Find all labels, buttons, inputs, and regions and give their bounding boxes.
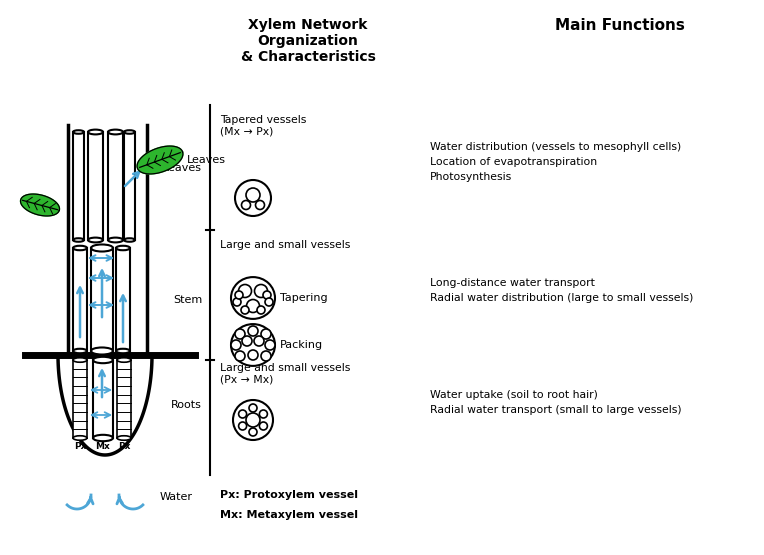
- Circle shape: [242, 336, 252, 346]
- Circle shape: [235, 329, 245, 339]
- Text: Water distribution (vessels to mesophyll cells)
Location of evapotranspiration
P: Water distribution (vessels to mesophyll…: [430, 142, 681, 181]
- Text: Leaves: Leaves: [187, 155, 226, 165]
- Ellipse shape: [73, 130, 84, 134]
- Circle shape: [238, 410, 247, 418]
- Circle shape: [246, 188, 260, 202]
- Ellipse shape: [73, 358, 87, 362]
- Bar: [108, 132, 123, 240]
- Text: Large and small vessels: Large and small vessels: [220, 240, 351, 250]
- Bar: [91, 248, 113, 351]
- Ellipse shape: [91, 347, 113, 355]
- Ellipse shape: [108, 238, 123, 243]
- Circle shape: [248, 326, 258, 336]
- Circle shape: [265, 298, 273, 306]
- Ellipse shape: [117, 436, 131, 440]
- Polygon shape: [21, 194, 60, 216]
- Text: Stem: Stem: [173, 295, 202, 305]
- Ellipse shape: [73, 436, 87, 440]
- Text: Packing: Packing: [280, 340, 323, 350]
- Bar: [116, 248, 130, 351]
- Text: Long-distance water transport
Radial water distribution (large to small vessels): Long-distance water transport Radial wat…: [430, 278, 694, 303]
- Text: Px: Px: [118, 442, 130, 451]
- Circle shape: [233, 400, 273, 440]
- Text: Px: Protoxylem vessel: Px: Protoxylem vessel: [220, 490, 358, 500]
- Text: Tapered vessels
(Mx → Px): Tapered vessels (Mx → Px): [220, 115, 306, 137]
- Circle shape: [254, 285, 267, 297]
- Circle shape: [254, 336, 264, 346]
- Ellipse shape: [73, 246, 87, 250]
- Bar: [88, 132, 103, 240]
- Ellipse shape: [116, 349, 130, 353]
- Ellipse shape: [124, 238, 135, 242]
- Text: Mx: Metaxylem vessel: Mx: Metaxylem vessel: [220, 510, 358, 520]
- Text: Water: Water: [160, 492, 193, 502]
- Polygon shape: [137, 146, 183, 174]
- Ellipse shape: [73, 349, 87, 353]
- Circle shape: [261, 351, 271, 361]
- Circle shape: [241, 200, 251, 209]
- Circle shape: [235, 180, 271, 216]
- Ellipse shape: [231, 324, 275, 366]
- Circle shape: [247, 300, 260, 312]
- Bar: [73, 132, 84, 240]
- Circle shape: [257, 306, 265, 314]
- Ellipse shape: [73, 238, 84, 242]
- Circle shape: [263, 291, 271, 299]
- Text: Px: Px: [74, 442, 86, 451]
- Bar: [73, 248, 87, 351]
- Circle shape: [249, 404, 257, 412]
- Ellipse shape: [231, 277, 275, 319]
- Text: Leaves: Leaves: [163, 163, 202, 173]
- Bar: [73, 360, 87, 438]
- Text: Xylem Network
Organization
& Characteristics: Xylem Network Organization & Characteris…: [241, 18, 375, 64]
- Circle shape: [231, 340, 241, 350]
- Circle shape: [235, 351, 245, 361]
- Ellipse shape: [93, 357, 113, 363]
- Bar: [124, 132, 135, 240]
- Ellipse shape: [91, 245, 113, 251]
- Ellipse shape: [116, 246, 130, 250]
- Circle shape: [233, 298, 241, 306]
- Text: Large and small vessels
(Px → Mx): Large and small vessels (Px → Mx): [220, 363, 351, 385]
- Circle shape: [261, 329, 271, 339]
- Circle shape: [238, 422, 247, 430]
- Text: Roots: Roots: [171, 400, 202, 410]
- Text: Tapering: Tapering: [280, 293, 328, 303]
- Ellipse shape: [108, 130, 123, 134]
- Circle shape: [235, 291, 243, 299]
- Circle shape: [265, 340, 275, 350]
- Text: Main Functions: Main Functions: [555, 18, 685, 33]
- Text: Water uptake (soil to root hair)
Radial water transport (small to large vessels): Water uptake (soil to root hair) Radial …: [430, 390, 681, 415]
- Ellipse shape: [124, 130, 135, 134]
- Text: Mx: Mx: [96, 442, 110, 451]
- Circle shape: [238, 285, 251, 297]
- Ellipse shape: [93, 435, 113, 441]
- Circle shape: [255, 200, 264, 209]
- Bar: [117, 360, 131, 438]
- Circle shape: [249, 428, 257, 436]
- Circle shape: [248, 350, 258, 360]
- Circle shape: [260, 410, 267, 418]
- Ellipse shape: [117, 358, 131, 362]
- Ellipse shape: [88, 130, 103, 134]
- Bar: [93, 360, 113, 438]
- Ellipse shape: [88, 238, 103, 243]
- Circle shape: [241, 306, 249, 314]
- Circle shape: [246, 413, 260, 427]
- Circle shape: [260, 422, 267, 430]
